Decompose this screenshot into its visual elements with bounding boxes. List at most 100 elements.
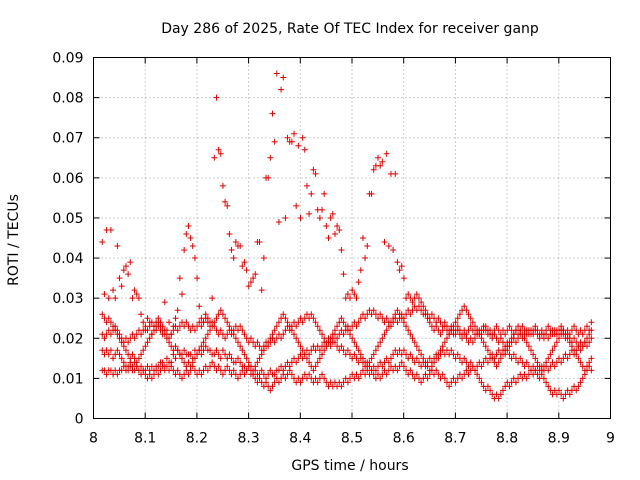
data-point [299,347,306,354]
data-point [144,339,151,346]
data-point [441,323,448,330]
data-point [280,331,287,338]
data-point [556,335,563,342]
data-point [101,291,108,298]
data-point [267,387,274,394]
data-point [148,331,155,338]
data-point [420,303,427,310]
data-point [588,319,595,326]
data-point [428,311,435,318]
data-point [207,319,214,326]
data-point [198,371,205,378]
data-point [379,335,386,342]
data-point [237,359,244,366]
data-point [465,371,472,378]
data-point [155,315,162,322]
data-point [181,247,188,254]
data-point [303,355,310,362]
data-point [437,347,444,354]
data-point [306,210,313,217]
data-point [129,351,136,358]
data-point [120,343,127,350]
data-point [385,359,392,366]
data-point [133,359,140,366]
data-point [502,347,509,354]
data-points [99,70,595,402]
data-point [461,303,468,310]
y-tick-label: 0.01 [52,371,83,387]
data-point [310,315,317,322]
data-point [267,335,274,342]
data-point [258,287,265,294]
data-point [387,355,394,362]
data-point [112,327,119,334]
data-point [112,295,119,302]
data-point [420,355,427,362]
data-point [196,303,203,310]
data-point [189,243,196,250]
y-tick-label: 0.05 [52,211,83,227]
data-point [316,327,323,334]
data-point [114,347,121,354]
data-point [383,315,390,322]
data-point [484,383,491,390]
data-point [228,247,235,254]
data-point [340,331,347,338]
data-point [288,327,295,334]
data-point [291,331,298,338]
data-point [359,355,366,362]
data-point [325,339,332,346]
data-point [105,315,112,322]
data-point [120,267,127,274]
data-point [579,343,586,350]
data-point [344,327,351,334]
data-point [336,226,343,233]
data-point [439,343,446,350]
data-point [351,351,358,358]
data-point [400,275,407,282]
data-point [288,138,295,145]
data-point [370,307,377,314]
data-point [418,379,425,386]
data-point [413,343,420,350]
data-point [407,311,414,318]
data-point [403,323,410,330]
data-point [586,359,593,366]
data-point [179,291,185,298]
data-point [250,367,257,374]
data-point [265,174,272,181]
data-point [469,319,476,326]
data-point [334,335,341,342]
data-point [566,391,573,398]
data-point [258,367,265,374]
data-point [314,359,321,366]
data-point [105,295,112,302]
data-point [166,339,173,346]
data-point [183,230,190,237]
data-point [474,371,481,378]
data-point [588,367,595,374]
data-point [396,311,403,318]
data-point [465,311,472,318]
data-point [273,323,280,330]
data-point [545,323,552,330]
data-point [155,371,162,378]
data-point [573,387,580,394]
data-point [581,367,588,374]
data-point [493,323,500,330]
data-point [235,355,242,362]
grid [93,57,611,419]
data-point [247,279,254,286]
x-tick-label: 8 [89,431,98,447]
data-point [107,347,114,354]
data-point [189,359,196,366]
data-point [560,395,567,402]
data-point [267,154,274,161]
data-point [207,347,214,354]
data-point [241,351,248,358]
data-point [383,371,390,378]
data-point [319,351,326,358]
data-point [122,263,129,270]
data-point [271,327,278,334]
data-point [484,359,491,366]
